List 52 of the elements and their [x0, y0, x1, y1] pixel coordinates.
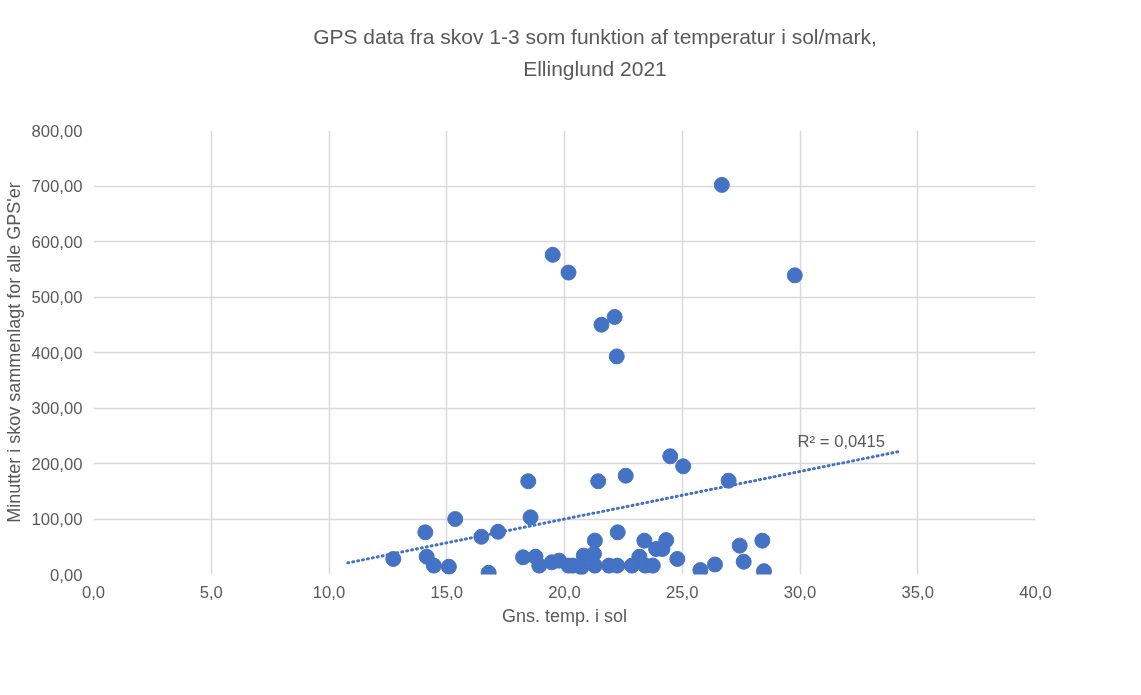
x-tick-label: 35,0 — [901, 582, 934, 602]
point — [609, 524, 626, 541]
x-tick-label: 10,0 — [312, 582, 346, 602]
point — [590, 473, 607, 490]
x-axis-title: Gns. temp. i sol — [501, 605, 628, 626]
y-tick-label: 700,00 — [31, 177, 83, 196]
point — [560, 264, 577, 281]
y-tick-label: 600,00 — [31, 232, 83, 252]
point — [447, 511, 464, 527]
x-tick-label: 25,0 — [666, 582, 699, 602]
point — [544, 246, 561, 263]
point — [706, 556, 723, 573]
point — [385, 550, 402, 567]
point — [520, 473, 537, 490]
y-tick-label: 500,00 — [31, 288, 83, 307]
point — [531, 557, 548, 574]
point — [617, 467, 634, 484]
point — [440, 558, 457, 575]
point — [786, 267, 803, 284]
point — [586, 557, 603, 574]
point — [713, 176, 730, 193]
point — [417, 524, 434, 541]
y-tick-label: 100,00 — [31, 510, 83, 529]
point — [735, 553, 752, 570]
point — [586, 532, 603, 549]
y-tick-label: 0,00 — [50, 565, 83, 585]
y-tick-label: 200,00 — [31, 454, 83, 474]
x-tick-label: 15,0 — [430, 582, 463, 602]
point — [608, 348, 625, 365]
point — [754, 532, 771, 549]
x-tick-label: 0,0 — [81, 582, 106, 602]
point — [425, 557, 442, 574]
y-tick-label: 400,00 — [31, 343, 83, 363]
point — [606, 308, 623, 325]
x-tick-label: 40,0 — [1019, 582, 1052, 602]
point — [662, 448, 679, 465]
annotation: R² = 0,0415 — [797, 432, 886, 452]
y-axis-title: Minutter i skov sammenlagt for alle GPS'er — [3, 182, 24, 523]
point — [731, 537, 748, 554]
point — [522, 509, 539, 526]
point — [593, 316, 610, 333]
chart-title: GPS data fra skov 1-3 som funktion af temperatur i sol/mark, Ellinglund 2021 — [313, 24, 877, 82]
x-tick-label: 5,0 — [199, 582, 223, 602]
point — [675, 458, 692, 475]
y-tick-label: 800,00 — [31, 121, 83, 141]
point — [636, 532, 653, 549]
point — [692, 562, 709, 575]
point — [658, 532, 675, 549]
x-tick-label: 20,0 — [548, 582, 581, 602]
x-tick-label: 30,0 — [783, 582, 817, 602]
y-tick-label: 300,00 — [31, 399, 83, 418]
point — [669, 550, 686, 567]
